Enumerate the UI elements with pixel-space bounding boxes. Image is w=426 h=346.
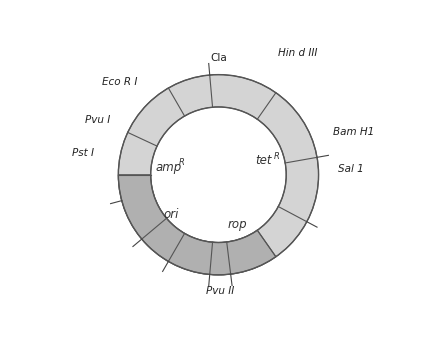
Wedge shape — [118, 175, 275, 275]
Text: Sal 1: Sal 1 — [337, 164, 363, 174]
Text: Pst I: Pst I — [72, 148, 94, 158]
Text: Eco R I: Eco R I — [102, 76, 137, 86]
Text: tet: tet — [255, 154, 271, 167]
Text: amp: amp — [155, 161, 181, 174]
Text: rop: rop — [227, 218, 247, 231]
Text: R: R — [273, 152, 279, 161]
Text: R: R — [178, 158, 184, 167]
Text: Bam H1: Bam H1 — [332, 127, 374, 137]
Text: Cla: Cla — [210, 53, 226, 63]
Wedge shape — [118, 75, 318, 275]
Text: Pvu II: Pvu II — [205, 286, 233, 297]
Text: Hin d III: Hin d III — [277, 48, 317, 58]
Text: ori: ori — [164, 208, 179, 221]
Text: Pvu I: Pvu I — [84, 115, 109, 125]
